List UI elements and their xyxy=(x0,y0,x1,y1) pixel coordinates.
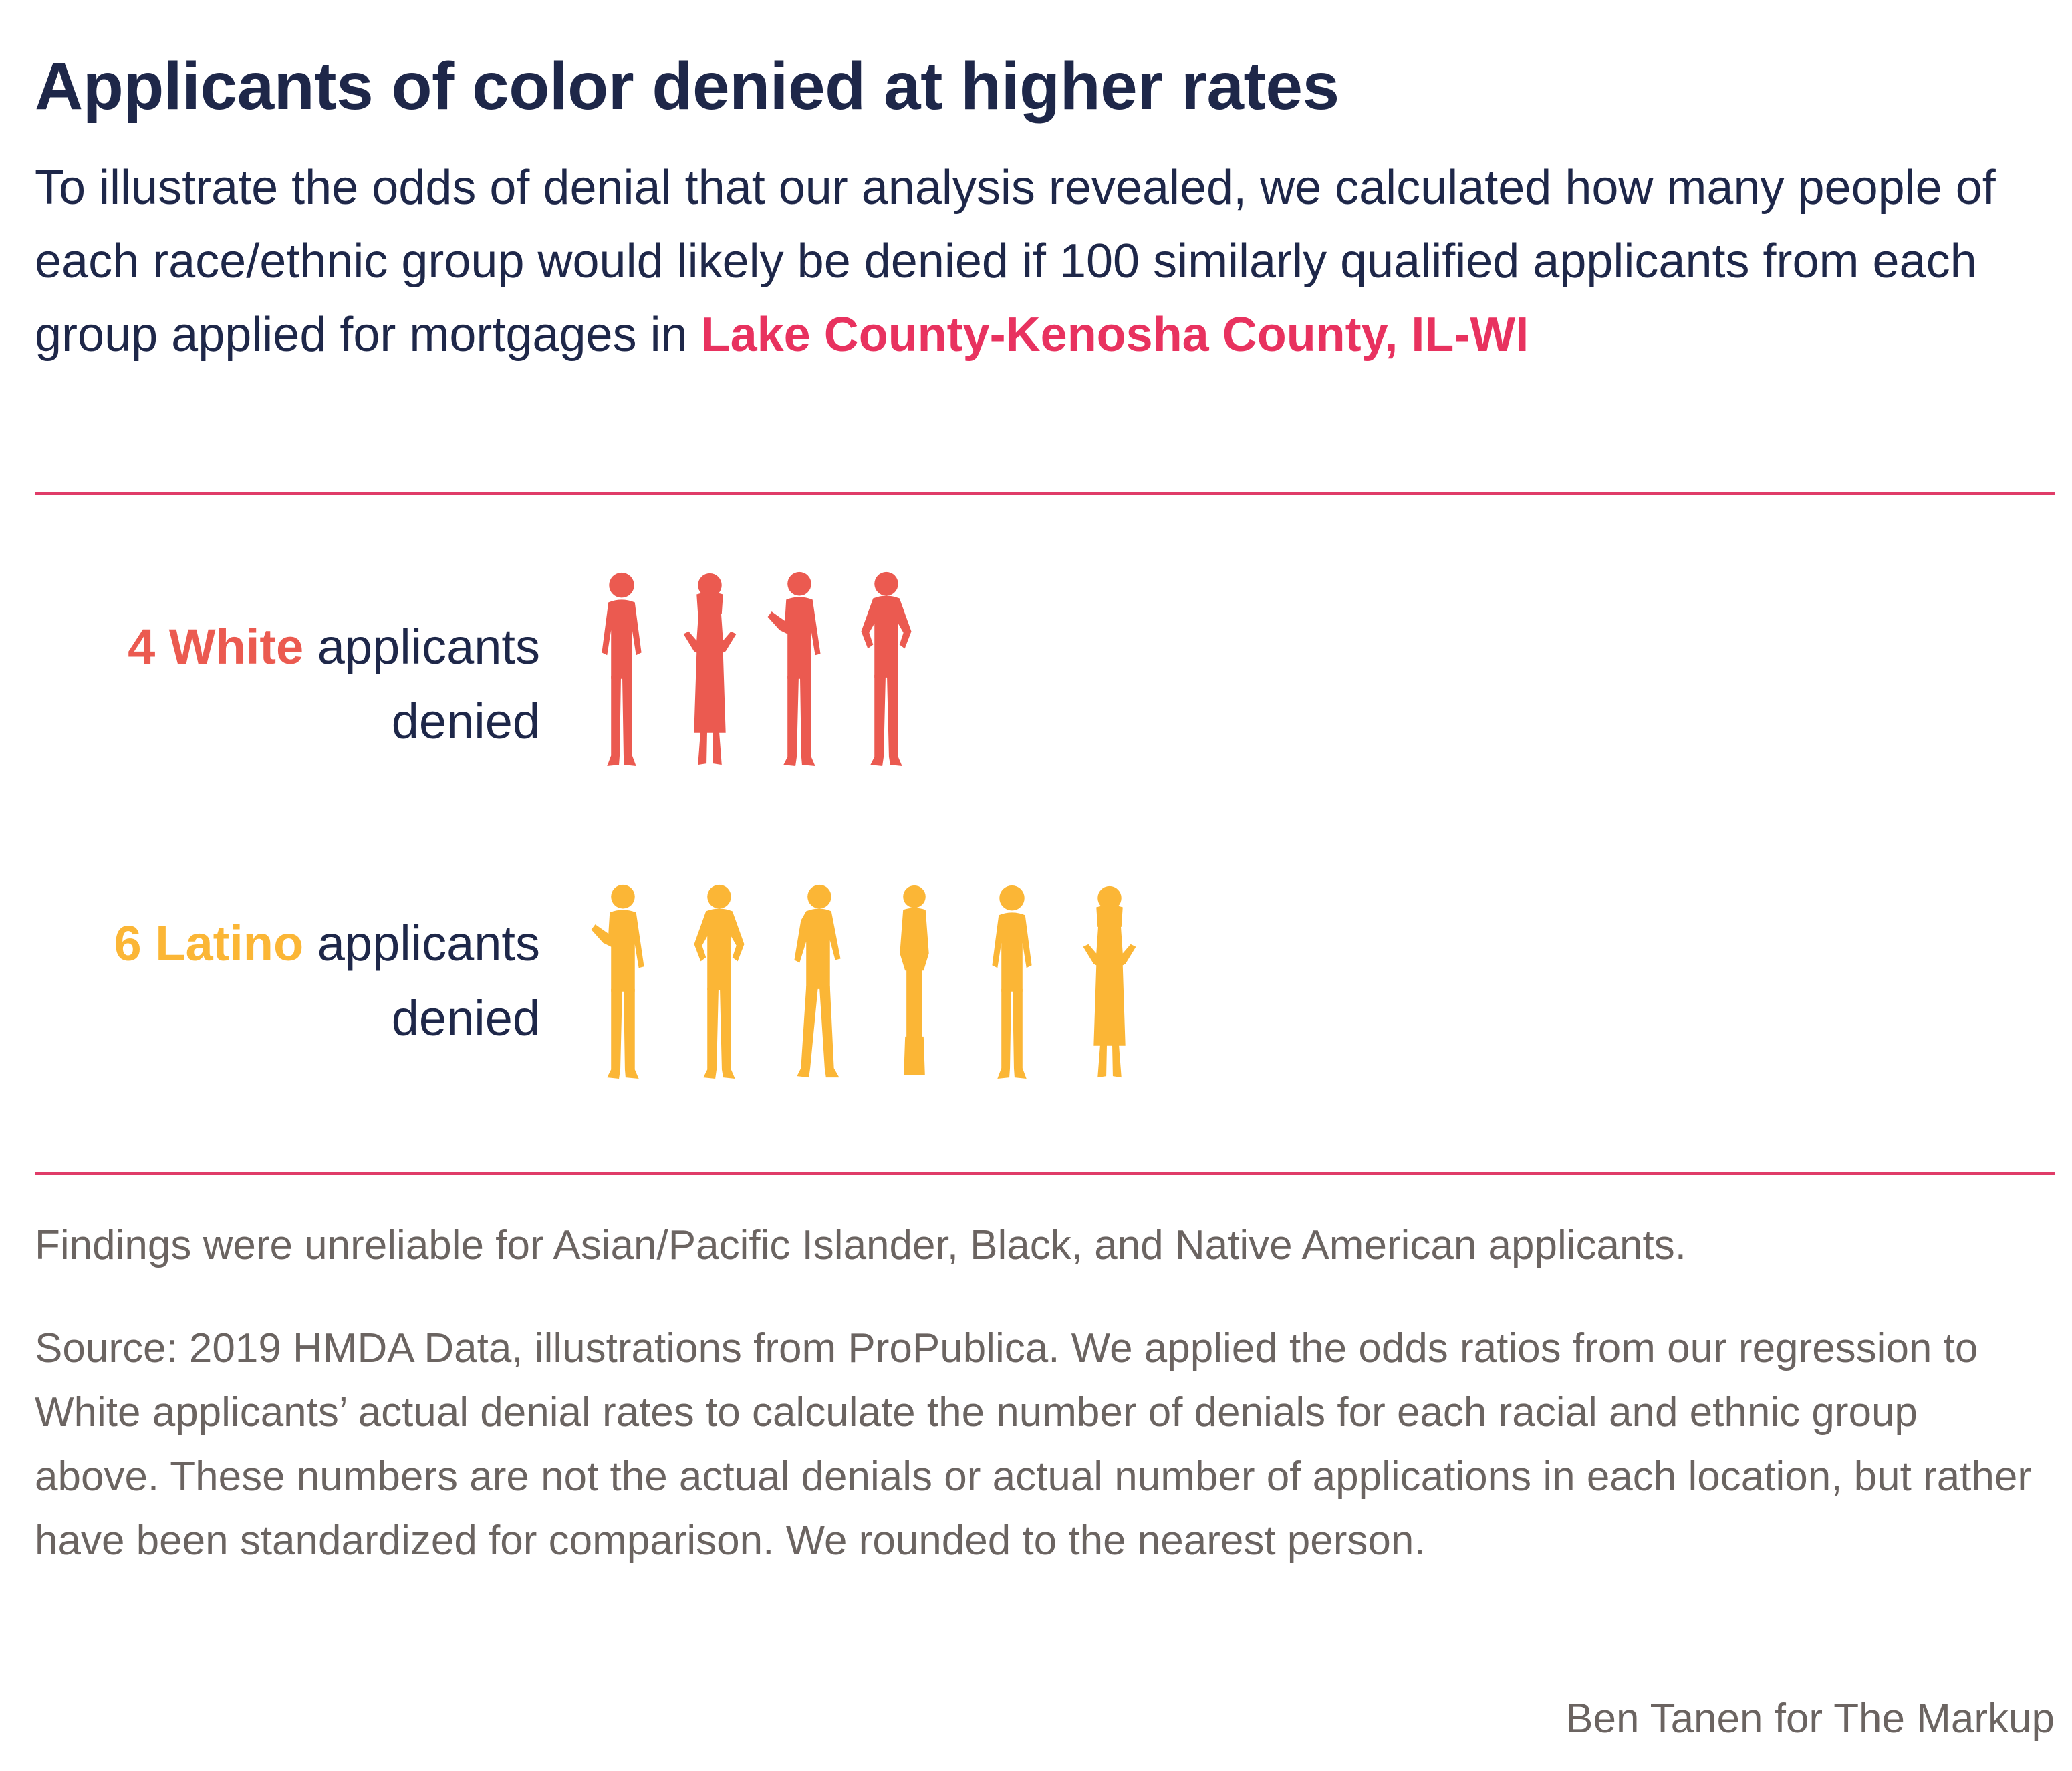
chart-subtitle: To illustrate the odds of denial that ou… xyxy=(35,151,2053,372)
white-row-label: 4 White applicants denied xyxy=(35,609,540,759)
location-name: Lake County-Kenosha County, IL-WI xyxy=(700,308,1529,362)
white-pictogram xyxy=(588,568,1257,789)
latino-person-icon xyxy=(794,884,841,1078)
white-person-icon xyxy=(683,573,737,765)
white-person-icon xyxy=(861,571,912,767)
subtitle-text: To illustrate the odds of denial that ou… xyxy=(35,161,1996,362)
reliability-note: Findings were unreliable for Asian/Pacif… xyxy=(35,1222,1686,1268)
latino-person-icon xyxy=(900,885,929,1075)
top-divider xyxy=(35,492,2055,495)
latino-person-icon xyxy=(992,885,1032,1079)
white-person-icon xyxy=(602,572,642,767)
byline-credit: Ben Tanen for The Markup xyxy=(1565,1695,2055,1742)
white-label-suffix: applicants denied xyxy=(303,619,540,749)
latino-person-icon xyxy=(591,884,644,1079)
latino-row-label: 6 Latino applicants denied xyxy=(35,906,540,1056)
latino-person-icon xyxy=(694,884,745,1079)
latino-person-icon xyxy=(1083,886,1136,1078)
white-count-label: 4 White xyxy=(128,619,304,674)
chart-title: Applicants of color denied at higher rat… xyxy=(35,49,1339,124)
latino-count-label: 6 Latino xyxy=(114,916,304,971)
latino-pictogram xyxy=(588,881,1257,1101)
bottom-divider xyxy=(35,1172,2055,1175)
latino-label-suffix: applicants denied xyxy=(303,916,540,1046)
white-person-icon xyxy=(767,571,821,767)
source-note: Source: 2019 HMDA Data, illustrations fr… xyxy=(35,1325,2032,1564)
